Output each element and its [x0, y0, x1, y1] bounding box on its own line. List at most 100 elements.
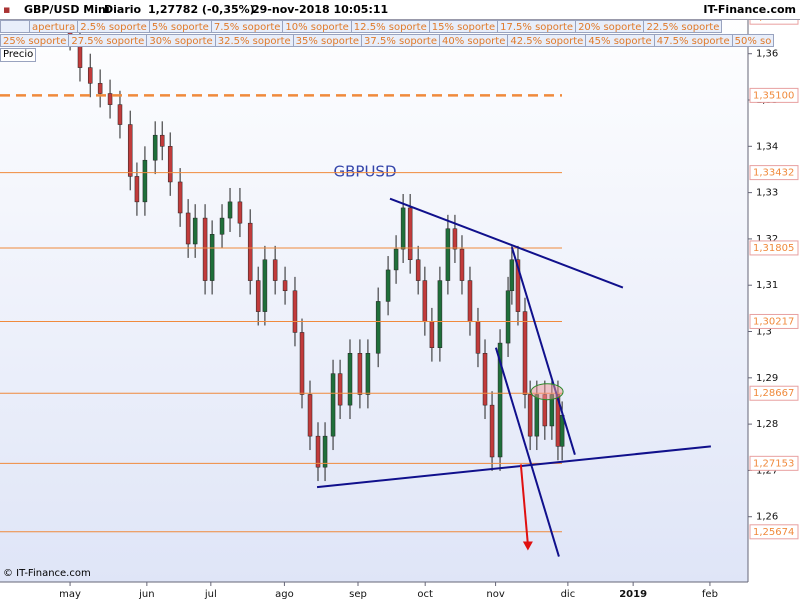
candle-body: [509, 259, 515, 292]
candle-body: [292, 290, 298, 333]
legend-cell: 32.5% soporte: [214, 34, 294, 47]
candle-body: [467, 280, 473, 323]
legend-cell: 5% soporte: [148, 20, 212, 33]
legend-cell: 35% soporte: [292, 34, 363, 47]
y-tick-label: 1,34: [756, 141, 778, 152]
candle-body: [407, 207, 413, 260]
candle-body: [437, 280, 443, 348]
level-label-box: [749, 455, 799, 471]
candle-body: [117, 104, 123, 125]
candle-body: [337, 373, 343, 406]
legend-cell: 25% soporte: [0, 34, 70, 47]
level-label: 1,27153: [753, 458, 794, 469]
brand: IT-Finance.com: [703, 3, 796, 16]
x-tick-label: ago: [275, 589, 294, 600]
candle-body: [445, 228, 451, 281]
candle-body: [415, 259, 421, 281]
legend-row: 25% soporte 27.5% soporte 30% soporte 32.5%…: [0, 34, 800, 47]
y-tick-label: 1,36: [756, 49, 778, 60]
level-label-box: [749, 524, 799, 540]
level-label: 1,25674: [753, 527, 794, 538]
level-label: 1,30217: [753, 316, 794, 327]
candle-body: [272, 259, 278, 281]
candle-body: [534, 394, 540, 437]
candle-body: [459, 248, 465, 281]
level-label: 1,35100: [753, 90, 794, 101]
legend-cell: 27.5% soporte: [68, 34, 148, 47]
candle-body: [127, 124, 133, 177]
highlight: [530, 383, 564, 401]
legend-row: apertura 2.5% soporte 5% soporte 7.5% sopor…: [0, 20, 800, 33]
x-tick-label: 2019: [619, 589, 647, 600]
legend-cell: 47.5% soporte: [653, 34, 733, 47]
candle-body: [357, 353, 363, 395]
x-tick-label: jun: [138, 589, 154, 600]
candle-body: [375, 301, 381, 354]
candle-body: [247, 222, 253, 281]
annotation: GBPUSD: [333, 163, 396, 181]
legend-cell: 37.5% soporte: [361, 34, 440, 47]
x-tick-label: dic: [561, 589, 576, 600]
candle-body: [322, 435, 328, 468]
candle-body: [107, 93, 113, 105]
candle-body: [527, 394, 533, 437]
y-tick-label: 1,28: [756, 419, 778, 430]
level-label-box: [749, 313, 799, 329]
header: ▪ GBP/USD Mini Diario 1,27782 (-0,35%) 2…: [0, 0, 800, 20]
candle-body: [227, 201, 233, 219]
legend-cell: 10% soporte: [282, 20, 352, 33]
candle-body: [307, 394, 313, 437]
candle-body: [385, 269, 391, 302]
candle-body: [422, 280, 428, 323]
x-tick-label: feb: [702, 589, 718, 600]
candle-body: [299, 332, 305, 395]
candle-body: [515, 259, 521, 312]
legend-cell: 42.5% soporte: [507, 34, 587, 47]
y-tick-label: 1,27: [756, 465, 778, 476]
arrow: [519, 464, 529, 545]
trend-line: [389, 197, 624, 289]
candle-body: [167, 146, 173, 183]
trend-line: [494, 347, 560, 557]
legend-cell: 30% soporte: [146, 34, 216, 47]
legend-cell: 50% so: [731, 34, 775, 47]
x-tick-label: sep: [349, 589, 367, 600]
y-tick-label: 1,3: [756, 327, 772, 338]
candle-body: [315, 435, 321, 468]
candle-body: [87, 67, 93, 84]
legend-cell: 17.5% soporte: [497, 20, 577, 33]
candle-body: [497, 342, 503, 458]
candle-body: [365, 353, 371, 395]
x-tick-label: jul: [204, 589, 217, 600]
level-label: 1,31805: [753, 243, 794, 254]
candle-body: [522, 311, 528, 395]
candle-body: [347, 353, 353, 406]
legend-cell: 20% soporte: [575, 20, 645, 33]
candle-body: [192, 217, 198, 245]
y-tick-label: 1,31: [756, 280, 778, 291]
level-label-box: [749, 240, 799, 256]
candle-body: [177, 181, 183, 214]
plot: [67, 12, 565, 482]
candle-body: [159, 134, 165, 147]
x-tick-label: may: [59, 589, 81, 600]
level-label-box: [749, 385, 799, 401]
period: Diario: [104, 3, 142, 16]
legend-cell: 12.5% soporte: [350, 20, 430, 33]
candle-body: [209, 234, 215, 281]
candle-body: [505, 290, 511, 344]
candle-body: [185, 212, 191, 245]
legend-cell: 2.5% soporte: [77, 20, 150, 33]
legend-cell: 22.5% soporte: [643, 20, 723, 33]
legend-cell: 7.5% soporte: [210, 20, 284, 33]
candle-body: [237, 201, 243, 224]
plot-area: [0, 0, 748, 582]
arrow-head: [522, 541, 533, 551]
level-label: 1,33432: [753, 168, 794, 179]
candle-body: [400, 207, 406, 250]
level-label-box: [749, 165, 799, 181]
candle-body: [202, 217, 208, 281]
datetime: 29-nov-2018 10:05:11: [252, 3, 389, 16]
